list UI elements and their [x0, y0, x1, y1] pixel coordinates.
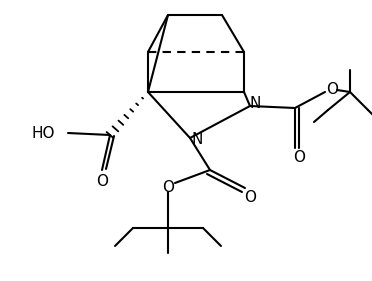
Text: N: N [249, 96, 261, 112]
Text: O: O [96, 173, 108, 189]
Text: O: O [326, 81, 338, 96]
Text: HO: HO [32, 126, 55, 140]
Text: O: O [162, 180, 174, 196]
Text: O: O [293, 151, 305, 166]
Text: N: N [191, 133, 203, 148]
Text: O: O [244, 189, 256, 205]
